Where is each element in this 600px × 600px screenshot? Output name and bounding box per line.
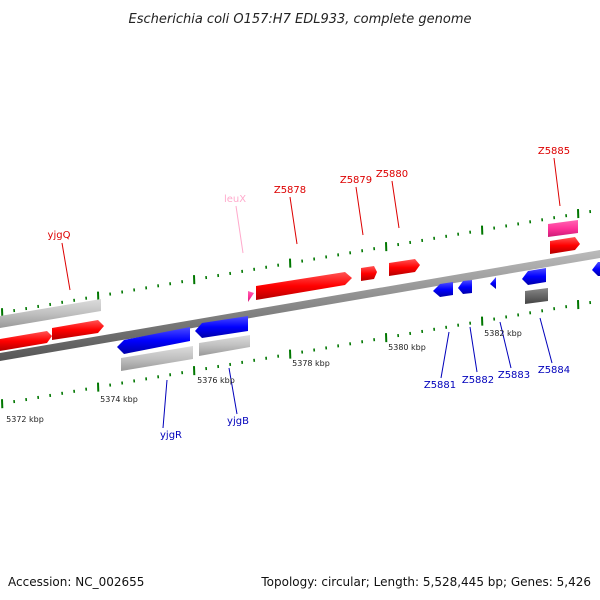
label-Z5879: Z5879 <box>340 175 372 186</box>
label-Z5885: Z5885 <box>538 146 570 157</box>
gene-Z5885-misc-bar <box>548 220 578 237</box>
label-leuX: leuX <box>224 194 246 205</box>
gene-Z5880-bar <box>389 259 420 276</box>
gene-yjgR-bar <box>117 327 190 354</box>
map-title: Escherichia coli O157:H7 EDL933, complet… <box>129 12 472 27</box>
label-Z5884: Z5884 <box>538 365 570 376</box>
label-Z5878: Z5878 <box>274 185 306 196</box>
label-Z5882: Z5882 <box>462 375 494 386</box>
gene-Z5879-bar <box>361 266 377 281</box>
label-yjgB: yjgB <box>227 416 249 427</box>
outer-tick-row <box>1 209 592 318</box>
gene-leuX-bar <box>248 291 254 302</box>
genome-backbone <box>0 250 600 361</box>
gene-Z5882-bar <box>458 280 472 294</box>
gene-partial-right-bar <box>592 262 600 276</box>
scale-label-5376: 5376 kbp <box>197 376 235 385</box>
accession-text: Accession: NC_002655 <box>8 575 144 589</box>
gene-yjgQ-bar <box>0 331 52 351</box>
scale-label-5382: 5382 kbp <box>484 329 522 338</box>
label-yjgR: yjgR <box>160 430 182 441</box>
gene-yjgR-cds-bar <box>121 346 193 371</box>
genome-summary-text: Topology: circular; Length: 5,528,445 bp… <box>260 575 591 589</box>
gene-yjgQ-cds-bar <box>0 299 101 328</box>
scale-labels: 5372 kbp 5374 kbp 5376 kbp 5378 kbp 5380… <box>6 329 522 424</box>
gene-Z5878-bar <box>256 272 352 300</box>
scale-label-5378: 5378 kbp <box>292 359 330 368</box>
label-Z5880: Z5880 <box>376 169 408 180</box>
scale-label-5380: 5380 kbp <box>388 343 426 352</box>
label-Z5881: Z5881 <box>424 380 456 391</box>
gene-Z5884-cds-bar <box>525 288 548 304</box>
gene-yjgB-bar <box>195 316 248 338</box>
label-Z5883: Z5883 <box>498 370 530 381</box>
label-yjgQ: yjgQ <box>48 230 71 241</box>
gene-yjgQ2-bar <box>52 320 104 340</box>
gene-labels: yjgQ leuX Z5878 Z5879 Z5880 Z5885 yjgR y… <box>48 146 571 441</box>
gene-Z5883-bar <box>490 277 496 289</box>
gene-Z5881-bar <box>433 282 453 297</box>
gene-Z5885-bar <box>550 237 580 254</box>
scale-label-5372: 5372 kbp <box>6 415 44 424</box>
inner-tick-row <box>1 300 592 409</box>
gene-yjgB-cds-bar <box>199 335 250 356</box>
scale-label-5374: 5374 kbp <box>100 395 138 404</box>
gene-features <box>0 220 600 371</box>
gene-Z5884-bar <box>522 268 546 285</box>
label-leaders <box>61 157 561 429</box>
